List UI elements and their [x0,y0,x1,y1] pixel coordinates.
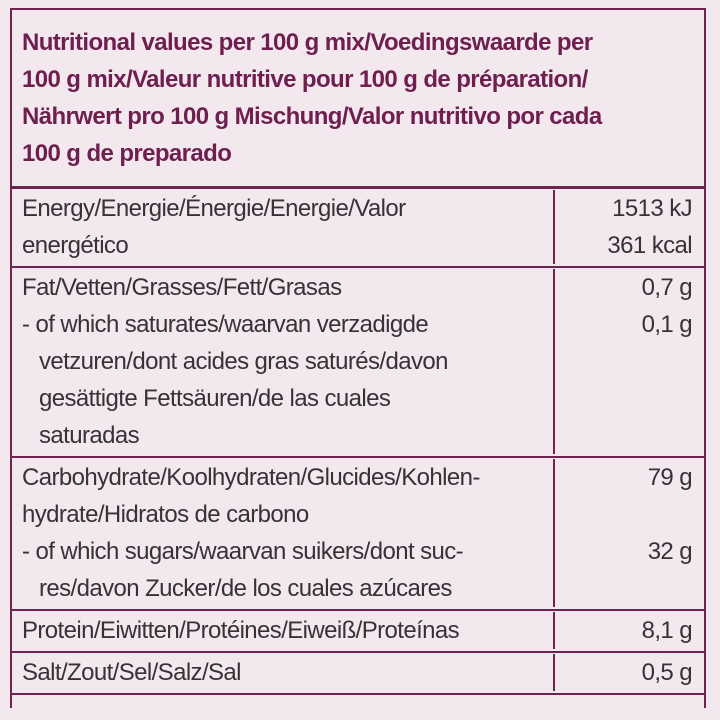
label-line: res/davon Zucker/de los cuales azúcares [39,575,452,602]
nutrition-label: Nutritional values per 100 g mix/Voeding… [10,8,706,708]
table-row: Energy/Energie/Énergie/Energie/Valor ener… [12,189,704,268]
header-line: Nutritional values per 100 g mix/Voeding… [22,29,593,56]
label-line: Protein/Eiwitten/Protéines/Eiweiß/Proteí… [22,617,460,644]
label-line: gesättigte Fettsäuren/de las cuales [39,385,391,412]
value-line: 361 kcal [607,232,692,259]
row-item: Salt/Zout/Sel/Salz/Sal 0,5 g [12,654,704,691]
row-item: Carbohydrate/Koolhydraten/Glucides/Kohle… [12,459,704,533]
nutrition-table: Energy/Energie/Énergie/Energie/Valor ener… [12,189,704,695]
value-line: 0,7 g [641,274,693,301]
table-row: Carbohydrate/Koolhydraten/Glucides/Kohle… [12,458,704,611]
label-line: saturadas [39,422,140,449]
header-line: 100 g mix/Valeur nutritive pour 100 g de… [22,66,588,93]
value-line: 79 g [647,464,693,491]
value-line: 1513 kJ [612,195,692,222]
header-line: Nährwert pro 100 g Mischung/Valor nutrit… [22,103,602,130]
row-item: - of which saturates/waarvan verzadigde v… [12,306,704,454]
label-line: Fat/Vetten/Grasses/Fett/Grasas [22,274,342,301]
label-cell: Protein/Eiwitten/Protéines/Eiweiß/Proteí… [12,612,555,649]
label-line: - of which saturates/waarvan verzadigde [22,311,429,338]
label-line: Carbohydrate/Koolhydraten/Glucides/Kohle… [22,464,480,491]
header: Nutritional values per 100 g mix/Voeding… [12,10,704,189]
value-line: 8,1 g [641,617,693,644]
value-line: 0,5 g [641,659,693,686]
value-cell: 0,1 g [555,306,704,454]
value-cell: 8,1 g [555,612,704,649]
table-row: Salt/Zout/Sel/Salz/Sal 0,5 g [12,653,704,695]
value-cell: 0,7 g [555,269,704,306]
table-row: Protein/Eiwitten/Protéines/Eiweiß/Proteí… [12,611,704,653]
value-cell: 0,5 g [555,654,704,691]
label-cell: - of which saturates/waarvan verzadigde v… [12,306,555,454]
value-line: 32 g [647,538,693,565]
value-line: 0,1 g [641,311,693,338]
label-cell: - of which sugars/waarvan suikers/dont s… [12,533,555,607]
label-line: vetzuren/dont acides gras saturés/davon [39,348,448,375]
header-line: 100 g de preparado [22,140,232,167]
value-cell: 79 g [555,459,704,533]
label-line: Salt/Zout/Sel/Salz/Sal [22,659,242,686]
label-cell: Carbohydrate/Koolhydraten/Glucides/Kohle… [12,459,555,533]
label-line: - of which sugars/waarvan suikers/dont s… [22,538,464,565]
label-line: energético [22,232,129,259]
label-cell: Energy/Energie/Énergie/Energie/Valor ener… [12,190,555,264]
value-cell: 32 g [555,533,704,607]
value-cell: 1513 kJ 361 kcal [555,190,704,264]
label-cell: Salt/Zout/Sel/Salz/Sal [12,654,555,691]
label-cell: Fat/Vetten/Grasses/Fett/Grasas [12,269,555,306]
row-item: - of which sugars/waarvan suikers/dont s… [12,533,704,607]
table-row: Fat/Vetten/Grasses/Fett/Grasas 0,7 g - of … [12,268,704,458]
row-item: Protein/Eiwitten/Protéines/Eiweiß/Proteí… [12,612,704,649]
row-item: Fat/Vetten/Grasses/Fett/Grasas 0,7 g [12,269,704,306]
label-line: Energy/Energie/Énergie/Energie/Valor [22,195,406,222]
label-line: hydrate/Hidratos de carbono [22,501,309,528]
row-item: Energy/Energie/Énergie/Energie/Valor ener… [12,190,704,264]
